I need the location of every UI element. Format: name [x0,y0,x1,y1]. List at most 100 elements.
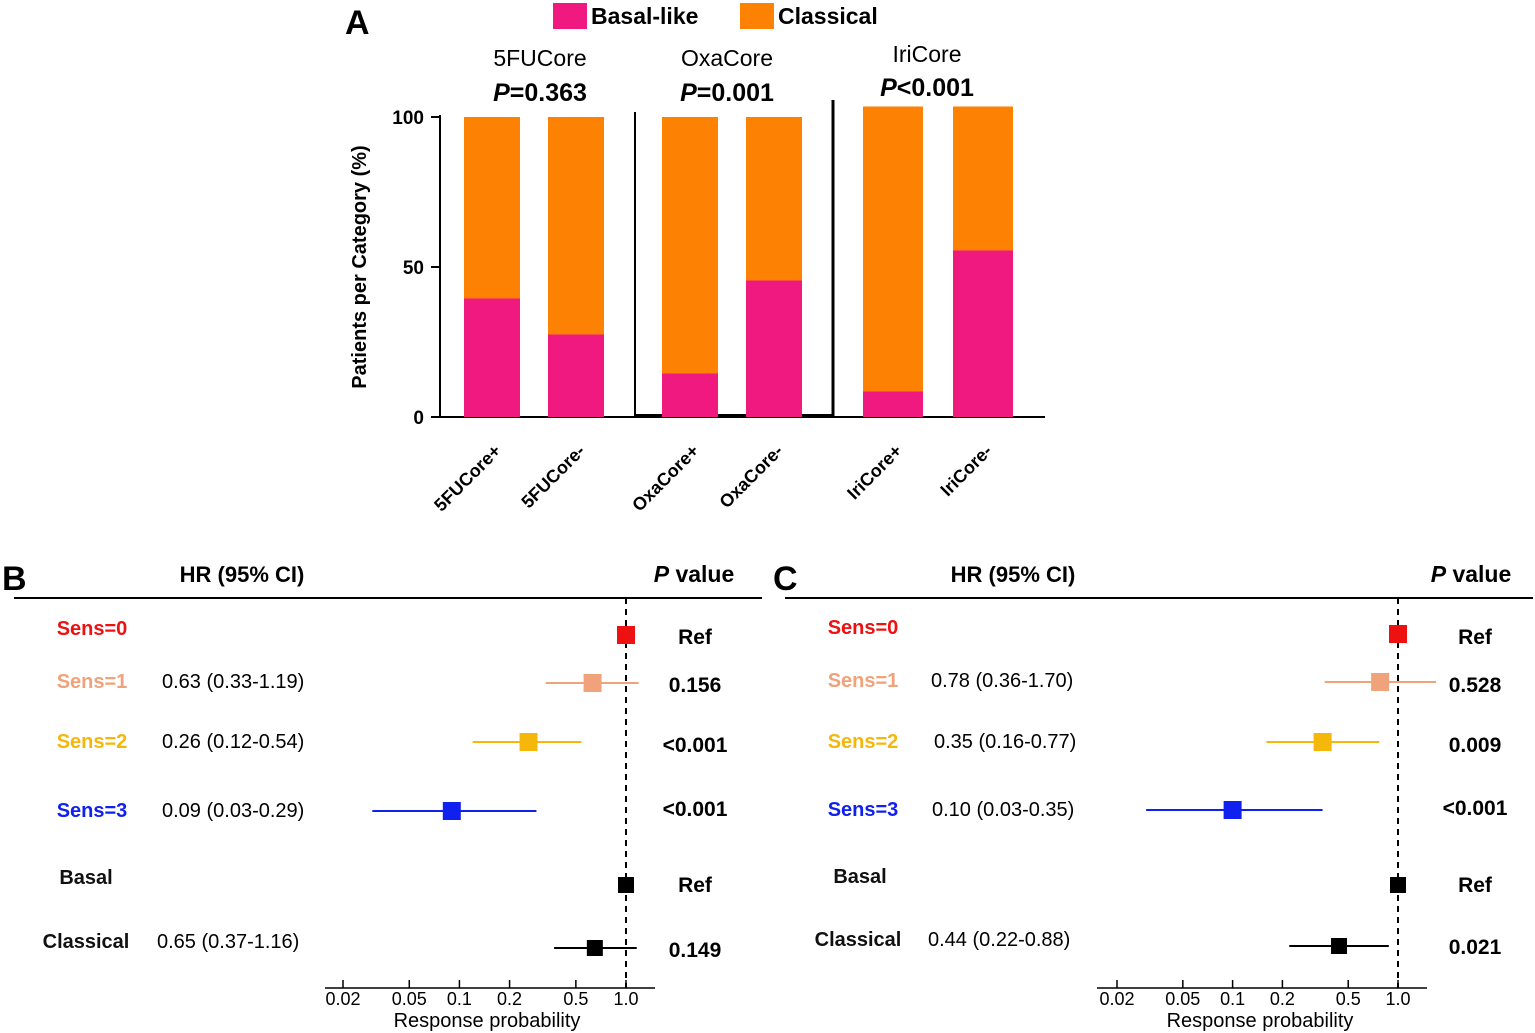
p-rest: value [669,561,734,587]
row-label: Basal [59,867,112,889]
bar-classical [548,117,604,335]
row-p-value: <0.001 [663,734,728,757]
p-rest: =0.363 [510,79,587,107]
hr-marker [442,802,461,820]
hr-marker [617,626,635,644]
panel-letter-a: A [345,4,370,42]
y-tick-label: 0 [413,408,424,429]
p-italic: P [654,561,670,587]
hr-marker [1313,733,1332,751]
row-hr-ci: 0.65 (0.37-1.16) [157,931,299,953]
row-hr-ci: 0.10 (0.03-0.35) [932,799,1074,821]
hr-marker [1331,938,1348,954]
hr-marker [1371,673,1390,691]
header-p-value: P value [654,561,735,587]
bar-basal-like [746,280,802,417]
bar-classical [662,117,718,374]
x-tick-label: 5FUCore+ [430,441,505,516]
x-tick-label: OxaCore+ [628,441,703,516]
row-label: Sens=0 [828,617,899,639]
x-tick-label: 0.1 [447,989,472,1009]
row-hr-ci: 0.44 (0.22-0.88) [928,929,1070,951]
row-label: Basal [833,866,886,888]
x-axis-label: Response probability [1167,1010,1354,1032]
row-label: Sens=3 [828,799,899,821]
group-p-value: P=0.001 [680,79,774,107]
row-label: Sens=2 [828,731,899,753]
x-tick-label: 5FUCore- [517,441,588,512]
x-tick-label: 0.05 [1165,989,1200,1009]
p-rest: =0.001 [697,79,774,107]
bar-basal-like [863,391,923,417]
row-hr-ci: 0.09 (0.03-0.29) [162,800,304,822]
panel-letter: C [773,560,798,598]
x-tick-label: 0.5 [563,989,588,1009]
bar-classical [746,117,802,281]
panel-letter: B [2,560,27,598]
bar-classical [464,117,520,299]
x-tick-label: IriCore+ [843,441,906,504]
group-p-value: P<0.001 [880,74,974,102]
row-p-value: Ref [678,874,713,897]
panel-c: C HR (95% CI) P value 0.02 0.05 0.1 0.2 0.5 1.0 R… [773,560,1533,1032]
x-tick-label: 0.1 [1220,989,1245,1009]
y-tick-label: 50 [403,258,424,279]
header-hr-ci: HR (95% CI) [180,562,305,587]
group-title: 5FUCore [493,45,586,71]
row-p-value: 0.021 [1449,936,1502,959]
y-tick-label: 100 [392,108,424,129]
x-tick-label: 0.2 [497,989,522,1009]
group-title: OxaCore [681,45,773,71]
row-p-value: 0.149 [669,939,722,962]
row-hr-ci: 0.78 (0.36-1.70) [931,670,1073,692]
row-hr-ci: 0.63 (0.33-1.19) [162,671,304,693]
group-title: IriCore [892,41,961,67]
row-p-value: Ref [1458,874,1493,897]
row-label: Sens=3 [57,800,128,822]
y-axis-label: Patients per Category (%) [349,145,371,388]
p-rest: <0.001 [897,74,974,102]
hr-marker [1223,801,1242,819]
bar-basal-like [548,334,604,417]
x-tick-label: 0.02 [325,989,360,1009]
row-p-value: <0.001 [1443,797,1508,820]
bar-classical [953,106,1013,251]
hr-marker [519,733,538,751]
hr-marker [1390,877,1406,893]
x-tick-label: 0.2 [1270,989,1295,1009]
row-p-value: 0.009 [1449,734,1502,757]
x-tick-label: 0.5 [1336,989,1361,1009]
hr-marker [586,940,603,956]
row-label: Sens=1 [828,670,899,692]
row-hr-ci: 0.26 (0.12-0.54) [162,731,304,753]
x-tick-label: 0.05 [392,989,427,1009]
x-tick-label: IriCore- [936,441,995,500]
bar-basal-like [953,250,1013,417]
p-italic: P [880,74,897,102]
bar-basal-like [662,373,718,417]
group-p-value: P=0.363 [493,79,587,107]
row-hr-ci: 0.35 (0.16-0.77) [934,731,1076,753]
panel-a: A Basal-like Classical 0 50 100 Patients per C… [345,3,1045,515]
x-tick-label: 1.0 [1385,989,1410,1009]
hr-marker [583,674,602,692]
x-tick-label: 1.0 [613,989,638,1009]
legend-swatch [553,3,587,29]
row-label: Classical [815,929,902,951]
x-tick-label: OxaCore- [715,441,786,512]
bar-basal-like [464,298,520,417]
legend-label: Basal-like [591,3,698,29]
p-rest: value [1446,561,1511,587]
header-hr-ci: HR (95% CI) [951,562,1076,587]
row-p-value: <0.001 [663,798,728,821]
row-p-value: 0.156 [669,674,722,697]
header-p-value: P value [1431,561,1512,587]
row-label: Sens=0 [57,618,128,640]
x-tick-label: 0.02 [1099,989,1134,1009]
p-italic: P [493,79,510,107]
row-p-value: Ref [678,626,713,649]
p-italic: P [680,79,697,107]
hr-marker [618,877,634,893]
row-p-value: 0.528 [1449,674,1502,697]
